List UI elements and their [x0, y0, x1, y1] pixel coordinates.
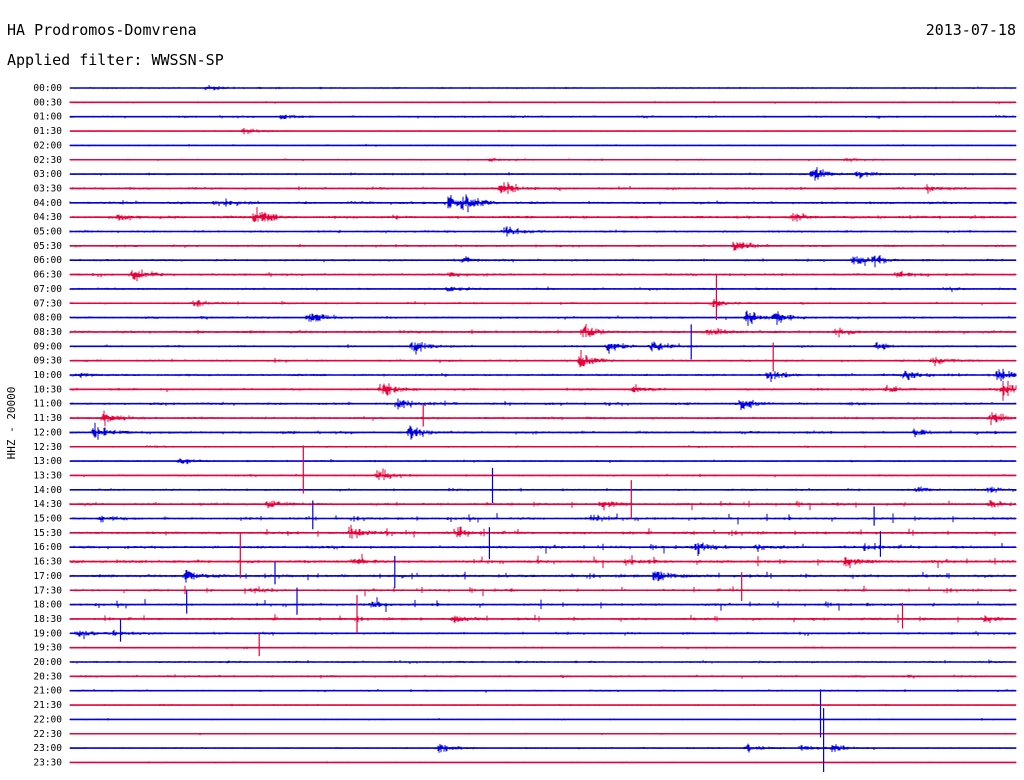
- time-tick-label: 15:30: [33, 528, 62, 539]
- time-tick-label: 17:00: [33, 571, 62, 582]
- time-tick-label: 06:30: [33, 270, 62, 281]
- trace-0900: [69, 341, 1017, 355]
- time-tick-label: 00:00: [33, 83, 62, 94]
- time-tick-label: 10:00: [33, 370, 62, 381]
- time-tick-label: 08:30: [33, 327, 62, 338]
- time-tick-label: 16:30: [33, 557, 62, 568]
- time-tick-label: 05:30: [33, 241, 62, 252]
- time-tick-label: 15:00: [33, 514, 62, 525]
- time-tick-label: 08:00: [33, 313, 62, 324]
- time-tick-label: 14:30: [33, 499, 62, 510]
- time-tick-label: 13:00: [33, 456, 62, 467]
- time-tick-label: 00:30: [33, 97, 62, 108]
- time-tick-label: 03:00: [33, 169, 62, 180]
- time-tick-label: 09:30: [33, 356, 62, 367]
- time-tick-label: 21:30: [33, 700, 62, 711]
- time-tick-label: 06:00: [33, 255, 62, 266]
- time-tick-label: 20:00: [33, 657, 62, 668]
- time-tick-label: 22:00: [33, 714, 62, 725]
- time-tick-label: 20:30: [33, 671, 62, 682]
- trace-0430: [69, 207, 1017, 222]
- time-tick-label: 13:30: [33, 470, 62, 481]
- time-tick-label: 04:30: [33, 212, 62, 223]
- time-tick-label: 16:00: [33, 542, 62, 553]
- trace-0600: [69, 255, 1017, 268]
- time-tick-label: 14:00: [33, 485, 62, 496]
- time-tick-label: 12:00: [33, 427, 62, 438]
- time-tick-label: 07:30: [33, 298, 62, 309]
- date-label: 2013-07-18: [926, 21, 1016, 39]
- time-tick-label: 19:30: [33, 643, 62, 654]
- filter-label: Applied filter: WWSSN-SP: [7, 51, 224, 69]
- time-tick-label: 23:30: [33, 757, 62, 768]
- time-tick-label: 09:00: [33, 341, 62, 352]
- time-tick-label: 03:30: [33, 183, 62, 194]
- trace-1330: [69, 468, 1017, 481]
- trace-0830: [69, 324, 1017, 338]
- time-tick-label: 12:30: [33, 442, 62, 453]
- trace-1600: [69, 542, 1017, 557]
- time-tick-label: 23:00: [33, 743, 62, 754]
- station-title: HA Prodromos-Domvrena: [7, 21, 197, 39]
- trace-1900: [69, 629, 1017, 640]
- trace-0930: [69, 349, 1017, 368]
- time-tick-label: 02:00: [33, 140, 62, 151]
- trace-1200: [69, 422, 1017, 440]
- channel-label: HHZ - 20000: [5, 387, 18, 460]
- time-tick-label: 18:30: [33, 614, 62, 625]
- trace-1530: [69, 524, 1017, 539]
- time-tick-label: 11:30: [33, 413, 62, 424]
- time-tick-label: 19:00: [33, 628, 62, 639]
- time-tick-label: 05:00: [33, 227, 62, 238]
- seismic-traces: [69, 84, 1017, 773]
- time-tick-label: 07:00: [33, 284, 62, 295]
- time-tick-label: 01:30: [33, 126, 62, 137]
- time-tick-label: 17:30: [33, 585, 62, 596]
- time-tick-label: 22:30: [33, 729, 62, 740]
- time-tick-labels: 00:00 00:30 01:00 01:30 02:00 02:30 03:00 03:30…: [33, 83, 62, 768]
- time-tick-label: 04:00: [33, 198, 62, 209]
- time-tick-label: 02:30: [33, 155, 62, 166]
- time-tick-label: 10:30: [33, 384, 62, 395]
- time-tick-label: 01:00: [33, 112, 62, 123]
- time-tick-label: 18:00: [33, 600, 62, 611]
- time-tick-label: 11:00: [33, 399, 62, 410]
- trace-1030: [69, 381, 1017, 401]
- time-tick-label: 21:00: [33, 686, 62, 697]
